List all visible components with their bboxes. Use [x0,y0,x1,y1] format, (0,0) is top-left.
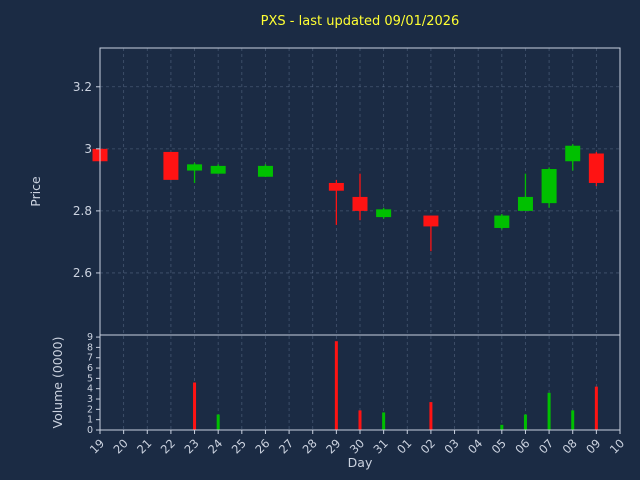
volume-tick-label: 9 [87,332,93,343]
day-tick-label: 04 [465,436,485,456]
volume-bar [523,414,527,430]
candle-body [517,196,533,211]
volume-bar [594,386,598,430]
candle-body [423,215,439,227]
day-tick-label: 31 [371,436,391,456]
day-tick-label: 20 [111,436,131,456]
candle-body [541,169,557,204]
volume-bar [500,424,504,430]
volume-bar [429,402,433,430]
volume-bar [382,412,386,430]
day-tick-label: 27 [276,436,296,456]
volume-tick-label: 4 [87,384,93,395]
volume-axis-label: Volume (0000) [50,336,65,428]
candle-body [187,164,203,171]
volume-tick-label: 8 [87,342,93,353]
candle-body [210,165,226,174]
volume-bar [571,410,575,430]
day-tick-label: 29 [323,436,343,456]
candle-body [588,153,604,183]
price-tick-label: 3 [84,142,92,156]
price-tick-label: 2.8 [73,204,92,218]
day-tick-label: 01 [394,436,414,456]
day-tick-label: 08 [560,436,580,456]
candle-body [494,215,510,228]
day-tick-label: 30 [347,436,367,456]
candle-body [565,145,581,162]
volume-bar [216,414,220,430]
candle-body [163,151,179,180]
day-tick-label: 25 [229,436,249,456]
candle-body [352,196,368,211]
day-tick-label: 19 [87,436,107,456]
day-tick-label: 24 [205,436,225,456]
day-tick-label: 03 [441,436,461,456]
day-tick-label: 28 [300,436,320,456]
day-tick-label: 23 [181,436,201,456]
volume-tick-label: 1 [87,415,93,426]
candle-body [257,165,273,177]
day-tick-label: 10 [607,436,627,456]
volume-tick-label: 3 [87,394,93,405]
day-tick-label: 06 [512,436,532,456]
day-tick-label: 09 [583,436,603,456]
day-tick-label: 26 [252,436,272,456]
volume-tick-label: 5 [87,373,93,384]
volume-bar [334,341,338,430]
candle-body [328,182,344,191]
price-tick-label: 2.6 [73,266,92,280]
day-axis-label: Day [348,455,373,470]
volume-bar [547,392,551,430]
day-tick-label: 05 [489,436,509,456]
day-tick-label: 22 [158,436,178,456]
volume-tick-label: 6 [87,363,93,374]
volume-bar [193,382,197,430]
volume-tick-label: 0 [87,425,93,436]
day-tick-label: 02 [418,436,438,456]
day-tick-label: 21 [134,436,154,456]
volume-tick-label: 7 [87,353,93,364]
chart-title: PXS - last updated 09/01/2026 [260,14,460,29]
day-tick-label: 07 [536,436,556,456]
volume-bar [358,410,362,430]
candle-body [376,209,392,218]
volume-tick-label: 2 [87,404,93,415]
price-axis-label: Price [28,176,43,207]
price-tick-label: 3.2 [73,80,92,94]
